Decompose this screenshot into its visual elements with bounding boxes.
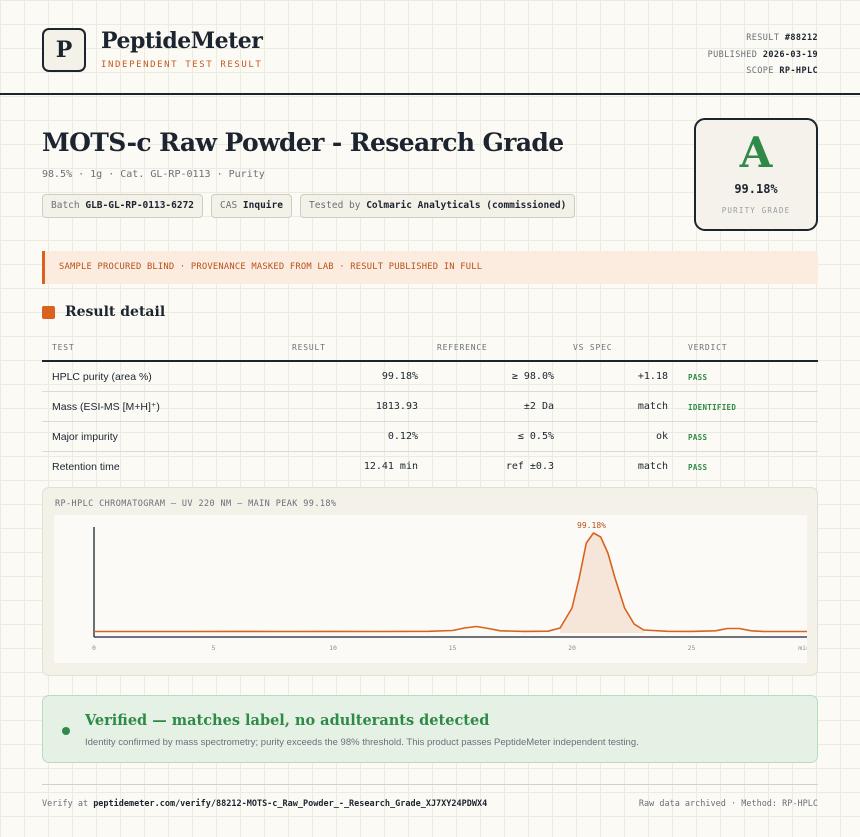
batch-value: GLB-GL-RP-0113-6272	[85, 200, 195, 211]
product-chips: Batch GLB-GL-RP-0113-6272 CAS Inquire Te…	[42, 194, 576, 218]
grade-letter: A	[739, 128, 773, 177]
product-title: MOTS-c Raw Powder - Research Grade	[42, 128, 564, 157]
verified-dot-icon	[62, 727, 70, 735]
footer-divider	[42, 784, 818, 785]
cell-verdict: IDENTIFIED	[688, 403, 737, 412]
cell-verdict: PASS	[688, 463, 708, 472]
section-marker-icon	[42, 305, 55, 319]
cas-value: Inquire	[242, 200, 283, 211]
tested-by-label: Tested by	[308, 200, 361, 211]
scope-label: SCOPE	[746, 66, 774, 76]
cas-label: CAS	[220, 200, 238, 211]
cell-verdict: PASS	[688, 433, 708, 442]
cell-test: Retention time	[52, 461, 120, 473]
cell-result: 99.18%	[381, 371, 418, 382]
col-header-vs-spec: VS SPEC	[573, 343, 613, 352]
x-tick-label: 20	[568, 644, 576, 652]
published-label: PUBLISHED	[707, 49, 758, 60]
cell-vs-spec: ok	[655, 431, 668, 442]
verify-line: Verify at peptidemeter.com/verify/88212-…	[42, 799, 487, 809]
batch-label: Batch	[51, 200, 80, 211]
verification-text: Identity confirmed by mass spectrometry;…	[85, 737, 639, 748]
footer-method: Raw data archived · Method: RP-HPLC	[638, 799, 818, 809]
brand-name: PeptideMeter	[101, 28, 263, 54]
procurement-notice: SAMPLE PROCURED BLIND · PROVENANCE MASKE…	[42, 251, 818, 284]
cell-reference: ref ±0.3	[505, 461, 554, 472]
peak-fill	[560, 533, 644, 633]
cell-result: 1813.93	[375, 401, 418, 412]
purity-grade-card: A 99.18% PURITY GRADE	[694, 118, 818, 231]
cell-reference: ±2 Da	[523, 401, 554, 412]
x-tick-label: 5	[212, 644, 216, 652]
verify-link[interactable]: peptidemeter.com/verify/88212-MOTS-c_Raw…	[93, 799, 488, 809]
batch-chip: Batch GLB-GL-RP-0113-6272	[42, 194, 204, 218]
grade-value: 99.18%	[734, 182, 778, 196]
cell-result: 12.41 min	[363, 461, 418, 472]
col-header-result: RESULT	[292, 343, 326, 352]
x-tick-label: 0	[92, 644, 96, 652]
table-row: Retention time 12.41 min ref ±0.3 match …	[42, 452, 818, 481]
chromatogram-line	[94, 532, 807, 633]
col-header-verdict: VERDICT	[688, 343, 728, 352]
grade-label: PURITY GRADE	[721, 206, 791, 215]
published-line: PUBLISHED 2026-03-19	[708, 47, 818, 64]
section-header: Result detail	[42, 304, 165, 320]
chromatogram-caption: RP-HPLC CHROMATOGRAM — UV 220 NM — MAIN …	[55, 499, 337, 509]
cell-reference: ≥ 98.0%	[511, 371, 554, 382]
result-meta: RESULT #88212 PUBLISHED 2026-03-19 SCOPE…	[708, 30, 818, 80]
col-header-reference: REFERENCE	[437, 343, 488, 352]
cell-test: Mass (ESI-MS [M+H]⁺)	[52, 401, 160, 413]
cell-vs-spec: +1.18	[637, 371, 668, 382]
cell-result: 0.12%	[387, 431, 418, 442]
result-id-label: RESULT	[746, 33, 780, 43]
result-table: TEST RESULT REFERENCE VS SPEC VERDICT HP…	[42, 336, 818, 481]
col-header-test: TEST	[52, 343, 75, 352]
result-id-value: #88212	[784, 33, 818, 43]
table-row: HPLC purity (area %) 99.18% ≥ 98.0% +1.1…	[42, 362, 818, 392]
cell-reference: ≤ 0.5%	[517, 431, 554, 442]
cell-test: HPLC purity (area %)	[52, 371, 152, 383]
brand-tagline: INDEPENDENT TEST RESULT	[101, 60, 263, 70]
table-row: Mass (ESI-MS [M+H]⁺) 1813.93 ±2 Da match…	[42, 392, 818, 422]
x-tick-label: 15	[449, 644, 457, 652]
peak-label: 99.18%	[577, 521, 606, 530]
x-tick-label: 25	[688, 644, 696, 652]
chromatogram-plot: 99.18%051015202530min	[54, 515, 807, 663]
x-unit-label: min	[798, 644, 807, 652]
section-title: Result detail	[65, 304, 166, 320]
logo: P	[42, 28, 86, 72]
verification-banner: Verified — matches label, no adulterants…	[42, 695, 818, 763]
x-tick-label: 10	[329, 644, 337, 652]
chromatogram-svg: 99.18%051015202530min	[92, 521, 807, 652]
cell-vs-spec: match	[637, 401, 668, 412]
published-value: 2026-03-19	[762, 49, 818, 60]
tested-by-chip: Tested by Colmaric Analyticals (commissi…	[299, 194, 576, 218]
cell-test: Major impurity	[52, 431, 118, 443]
verify-label: Verify at	[42, 799, 89, 809]
table-row: Major impurity 0.12% ≤ 0.5% ok PASS	[42, 422, 818, 452]
verification-title: Verified — matches label, no adulterants…	[85, 712, 490, 729]
tested-by-value: Colmaric Analyticals (commissioned)	[366, 200, 567, 211]
report-header: P PeptideMeter INDEPENDENT TEST RESULT R…	[0, 0, 860, 95]
result-id-line: RESULT #88212	[708, 30, 818, 47]
product-subtitle: 98.5% · 1g · Cat. GL-RP-0113 · Purity	[42, 169, 265, 180]
cell-vs-spec: match	[637, 461, 668, 472]
cas-chip: CAS Inquire	[211, 194, 292, 218]
cell-verdict: PASS	[688, 373, 708, 382]
scope-line: SCOPE RP-HPLC	[708, 63, 818, 80]
chromatogram-card: RP-HPLC CHROMATOGRAM — UV 220 NM — MAIN …	[42, 487, 818, 676]
scope-value: RP-HPLC	[779, 66, 818, 76]
table-header: TEST RESULT REFERENCE VS SPEC VERDICT	[42, 336, 818, 362]
